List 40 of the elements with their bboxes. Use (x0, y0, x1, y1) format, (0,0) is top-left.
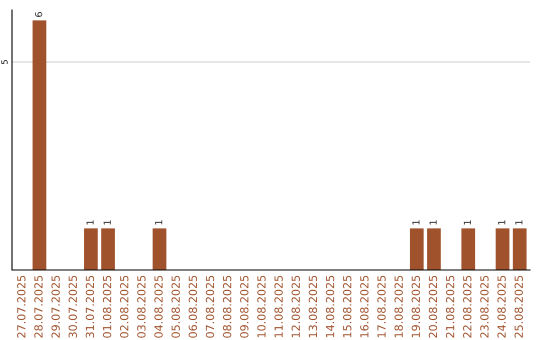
y-tick-label: 5 (1, 60, 8, 64)
x-tick-label: 06.08.2025 (188, 276, 198, 338)
x-tick-label: 05.08.2025 (171, 276, 180, 338)
x-tick-label: 04.08.2025 (154, 276, 163, 338)
x-tick-label: 29.07.2025 (51, 276, 60, 338)
x-tick-label: 20.08.2025 (428, 276, 438, 338)
x-tick-label: 13.08.2025 (308, 276, 318, 338)
x-tick-label: 31.07.2025 (86, 276, 94, 338)
x-tick-label: 14.08.2025 (326, 276, 334, 338)
x-tick-label: 16.08.2025 (360, 276, 369, 338)
x-tick-label: 01.08.2025 (102, 276, 112, 338)
x-tick-label: 30.07.2025 (68, 276, 77, 338)
x-tick-label: 15.08.2025 (343, 276, 352, 338)
x-tick-label: 22.08.2025 (463, 276, 472, 338)
x-tick-label: 09.08.2025 (240, 276, 248, 338)
x-tick-label: 17.08.2025 (377, 276, 386, 338)
x-tick-label: 10.08.2025 (257, 276, 266, 338)
x-tick-label: 18.08.2025 (394, 276, 403, 338)
data-label: 1 (464, 220, 471, 225)
x-tick-label: 12.08.2025 (292, 276, 300, 338)
data-label: 1 (412, 220, 420, 225)
x-tick-label: 24.08.2025 (497, 276, 506, 338)
data-label: 1 (104, 220, 111, 225)
x-tick-label: 27.07.2025 (17, 276, 26, 338)
x-tick-label: 28.07.2025 (34, 276, 43, 338)
x-tick-label: 23.08.2025 (480, 276, 489, 338)
x-tick-label: 25.08.2025 (514, 276, 523, 338)
x-tick-label: 02.08.2025 (120, 276, 128, 338)
data-label: 1 (86, 220, 94, 225)
data-label: 1 (498, 220, 506, 225)
data-label: 6 (34, 12, 42, 17)
x-tick-label: 08.08.2025 (222, 276, 232, 338)
data-label: 1 (155, 220, 162, 225)
x-tick-label: 21.08.2025 (446, 276, 454, 338)
x-tick-label: 03.08.2025 (137, 276, 146, 338)
data-label: 1 (515, 220, 522, 225)
x-tick-label: 07.08.2025 (206, 276, 214, 338)
data-label: 1 (430, 220, 437, 225)
x-tick-label: 11.08.2025 (274, 276, 283, 338)
x-tick-label: 19.08.2025 (412, 276, 420, 338)
